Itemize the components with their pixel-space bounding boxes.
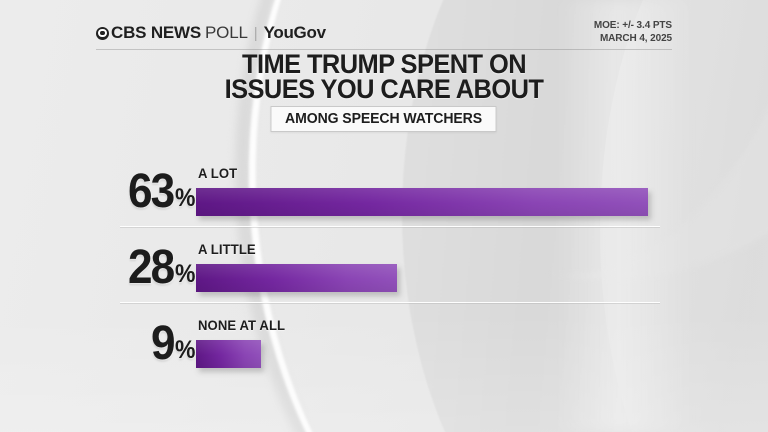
value-label: 63 % [118, 164, 196, 218]
category-label: A LOT [198, 166, 238, 181]
value-number: 63 [128, 165, 175, 218]
background-bottom-fade [0, 312, 768, 432]
row-divider [120, 302, 660, 303]
subtitle-container: AMONG SPEECH WATCHERS [0, 106, 768, 132]
percent-symbol: % [174, 336, 195, 364]
bar-track [196, 188, 656, 216]
value-label: 9 % [118, 316, 196, 370]
chart-row: 63 % A LOT [0, 150, 768, 226]
percent-symbol: % [174, 184, 195, 212]
value-label: 28 % [118, 240, 196, 294]
cbs-eye-icon [96, 26, 109, 40]
brand-cbs-news: CBS NEWS [111, 23, 202, 42]
row-divider [120, 226, 660, 227]
bar-track [196, 264, 656, 292]
page-title: TIME TRUMP SPENT ON ISSUES YOU CARE ABOU… [15, 49, 752, 104]
margin-of-error: MOE: +/- 3.4 PTS [593, 20, 672, 31]
bar-track [196, 340, 656, 368]
background-vertical-sheen [555, 0, 695, 432]
title-line-2: ISSUES YOU CARE ABOUT [224, 74, 544, 104]
brand-divider: | [253, 24, 258, 42]
bar-fill [196, 340, 261, 368]
value-number: 9 [151, 317, 176, 370]
bar-fill [196, 264, 397, 292]
header: CBS NEWS POLL | YouGov MOE: +/- 3.4 PTS … [96, 20, 672, 48]
chart-row: 28 % A LITTLE [0, 226, 768, 302]
category-label: A LITTLE [198, 242, 256, 257]
poll-metadata: MOE: +/- 3.4 PTS MARCH 4, 2025 [594, 20, 672, 45]
background-ellipse-right-secondary [600, 0, 768, 432]
percent-symbol: % [174, 260, 195, 288]
title-line-1: TIME TRUMP SPENT ON [241, 49, 527, 79]
brand-lockup: CBS NEWS POLL | YouGov [96, 22, 326, 44]
category-label: NONE AT ALL [198, 318, 286, 333]
subtitle-badge: AMONG SPEECH WATCHERS [270, 106, 498, 132]
brand-poll: POLL [205, 23, 248, 42]
poll-date: MARCH 4, 2025 [599, 32, 672, 44]
brand-yougov: YouGov [263, 23, 326, 42]
chart-row: 9 % NONE AT ALL [0, 302, 768, 378]
bar-fill [196, 188, 648, 216]
bar-chart: 63 % A LOT 28 % A LITTLE 9 % [0, 150, 768, 378]
value-number: 28 [128, 241, 175, 294]
header-divider-rule [96, 49, 672, 50]
